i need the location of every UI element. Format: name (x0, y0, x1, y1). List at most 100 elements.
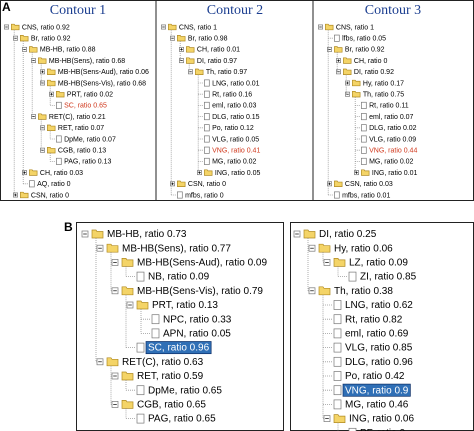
file-icon (348, 271, 357, 282)
tree-node-label: DI, ratio 0.25 (319, 229, 377, 240)
tree-node-label: CH, ratio 0.01 (197, 47, 240, 54)
file-icon (334, 34, 340, 42)
tree-node-label: MG, ratio 0.02 (369, 159, 413, 166)
tree-node-label: CH, ratio 0.03 (40, 170, 83, 177)
file-icon (333, 342, 342, 353)
tree-node-label: ING, ratio 0.06 (349, 414, 414, 425)
tree-node-label: PAG, ratio 0.65 (148, 414, 216, 425)
folder-icon (186, 57, 195, 64)
tree-node-label: DLG, ratio 0.02 (369, 125, 417, 132)
file-icon (333, 385, 342, 396)
tree-node-label: VLG, ratio 0.05 (212, 136, 259, 143)
file-icon (361, 157, 367, 165)
folder-icon (11, 23, 20, 31)
tree-node-label: ING, ratio 0.05 (215, 170, 261, 177)
folder-icon (318, 286, 331, 296)
file-icon (204, 90, 210, 98)
folder-icon (47, 79, 56, 87)
tree-node-label: CSN, ratio 0 (31, 192, 69, 199)
tree-node-label: VNG, ratio 0.9 (345, 385, 409, 396)
file-icon (204, 124, 210, 132)
column-title: Contour 3 (365, 3, 421, 18)
file-icon (204, 101, 210, 109)
column-title: Contour 1 (50, 3, 106, 18)
tree-node-label: PAG, ratio 0.13 (64, 159, 111, 166)
file-icon (333, 399, 342, 410)
folder-icon (106, 357, 119, 367)
tree-node-label: DI, ratio 0.92 (354, 69, 394, 76)
tree-node-label: MB-HB(Sens-Vis), ratio 0.68 (58, 80, 146, 87)
tree-node-label: mfbs, ratio 0.01 (342, 192, 390, 199)
tree-node-label: DLG, ratio 0.15 (212, 114, 260, 121)
file-icon (56, 157, 62, 165)
tree-node-label: CNS, ratio 1 (336, 24, 374, 31)
file-icon (333, 356, 342, 367)
folder-icon (136, 300, 149, 310)
tree-node-label: Rt, ratio 0.82 (345, 314, 403, 325)
tree-node-label: NB, ratio 0.09 (148, 272, 210, 283)
tree-node-label: Th, ratio 0.75 (363, 92, 404, 99)
tree-node-label: MG, ratio 0.46 (345, 400, 409, 411)
tree-node-label: Hy, ratio 0.17 (363, 80, 404, 87)
file-icon (361, 135, 367, 143)
file-icon (29, 180, 35, 188)
tree-node-label: MB-HB(Sens-Aud), ratio 0.09 (137, 258, 267, 269)
folder-icon (333, 258, 346, 267)
file-icon (333, 300, 342, 310)
file-icon (333, 371, 342, 381)
folder-icon (47, 147, 56, 154)
tree-node-label: CNS, ratio 1 (179, 24, 217, 31)
folder-icon (121, 258, 134, 267)
file-icon (204, 135, 210, 143)
panel-label: B (64, 220, 73, 234)
tree-node-label: DpMe, ratio 0.07 (64, 136, 116, 143)
tree-node-label: ZI, ratio 0.85 (360, 272, 417, 283)
file-icon (56, 135, 62, 143)
tree-node-label: MB-HB, ratio 0.88 (40, 47, 96, 54)
folder-icon (29, 169, 38, 176)
file-icon (348, 427, 357, 431)
column-title: Contour 2 (207, 3, 263, 18)
tree-node-label: PRT, ratio 0.02 (67, 92, 113, 99)
tree-node-label: DI, ratio 0.97 (197, 58, 237, 65)
tree-node-label: RET, ratio 0.07 (58, 125, 104, 132)
tree-node-label: MB-HB(Sens-Aud), ratio 0.06 (58, 69, 149, 76)
tree-node-label: RET(C), ratio 0.21 (49, 114, 106, 121)
tree-node-label: CGB, ratio 0.13 (58, 148, 106, 155)
tree-node-label: Rt, ratio 0.11 (369, 103, 409, 110)
tree-node-label: Po, ratio 0.12 (212, 125, 254, 132)
folder-icon (186, 46, 195, 53)
file-icon (136, 385, 145, 396)
tree-node-label: Th, ratio 0.97 (206, 69, 247, 76)
folder-icon (343, 57, 352, 64)
folder-icon (29, 46, 38, 53)
folder-icon (325, 23, 334, 31)
file-icon (136, 413, 145, 424)
tree-node-label: CGB, ratio 0.65 (137, 400, 206, 411)
file-icon (334, 191, 340, 199)
tree-node-label: VNG, ratio 0.44 (369, 148, 417, 155)
tree-node-label: Th, ratio 0.38 (334, 286, 393, 297)
tree-node-label: MB-HB, ratio 0.73 (107, 229, 187, 240)
tree-node-label: APN, ratio 0.05 (163, 329, 231, 340)
tree-node-label: DpMe, ratio 0.65 (148, 385, 222, 396)
folder-icon (334, 180, 343, 187)
folder-icon (47, 124, 56, 131)
tree-node-label: Po, ratio 0.42 (345, 371, 405, 382)
tree-node-label: MB-HB(Sens-Vis), ratio 0.79 (137, 286, 263, 297)
folder-icon (106, 243, 119, 253)
tree-node-label: SC, ratio 0.96 (148, 343, 210, 354)
tree-node-label: CNS, ratio 0.92 (22, 24, 70, 31)
folder-icon (47, 68, 56, 75)
tree-node-label: RET, ratio 0.59 (137, 371, 204, 382)
folder-icon (361, 169, 370, 176)
file-icon (204, 146, 210, 154)
file-icon (361, 146, 367, 154)
folder-icon (121, 286, 134, 296)
file-icon (56, 101, 62, 109)
tree-node-label: Hy, ratio 0.06 (334, 243, 393, 254)
tree-node-label: ING, ratio 0.01 (372, 170, 418, 177)
tree-node-label: MB-HB(Sens), ratio 0.68 (49, 58, 125, 65)
tree-node-label: MG, ratio 0.02 (212, 159, 256, 166)
tree-node-label: Rt, ratio 0.16 (212, 92, 252, 99)
